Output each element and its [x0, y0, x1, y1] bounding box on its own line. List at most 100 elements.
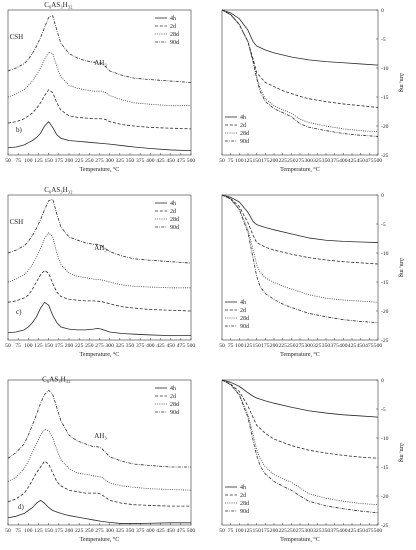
series-line-90d [221, 379, 379, 514]
x-tick-label: 75 [15, 158, 21, 164]
series-line-28d [221, 379, 379, 506]
x-tick-label: 350 [322, 158, 331, 164]
x-tick-label: 450 [166, 343, 175, 349]
series-line-2d [221, 9, 379, 108]
x-tick-label: 250 [85, 158, 94, 164]
series-line-28d [221, 9, 379, 133]
x-tick-label: 225 [75, 528, 84, 534]
legend-entry: 90d [240, 324, 249, 330]
x-tick-label: 500 [374, 343, 383, 349]
legend-entry: 2d [240, 123, 246, 129]
x-tick-label: 275 [95, 343, 104, 349]
x-tick-label: 375 [330, 158, 339, 164]
x-tick-label: 50 [5, 528, 11, 534]
x-tick-label: 250 [287, 528, 296, 534]
x-tick-label: 250 [85, 528, 94, 534]
x-tick-label: 175 [55, 343, 64, 349]
chart-panel-4: 50 75 100 125 150 175 200 225 250 275 300 325 350 375… [219, 193, 404, 358]
x-tick-label: 400 [339, 158, 348, 164]
series-line-4h [7, 301, 191, 337]
x-tick-label: 350 [126, 158, 135, 164]
x-tick-label: 225 [75, 158, 84, 164]
x-tick-label: 325 [116, 528, 125, 534]
y-axis-label: Δm, mg [398, 443, 404, 462]
legend-entry: 90d [170, 225, 179, 231]
x-tick-label: 475 [177, 158, 186, 164]
x-tick-label: 325 [313, 158, 322, 164]
x-tick-label: 175 [55, 528, 64, 534]
series-line-2d [221, 379, 379, 459]
x-tick-label: 475 [177, 343, 186, 349]
y-tick-label: -20 [381, 494, 389, 500]
panel-label: b) [16, 126, 23, 134]
legend-entry: 4h [170, 16, 176, 22]
legend-entry: 2d [240, 493, 246, 499]
x-tick-label: 475 [365, 158, 374, 164]
x-tick-label: 100 [235, 158, 244, 164]
series-line-4h [221, 194, 379, 243]
x-tick-label: 500 [187, 343, 196, 349]
x-tick-label: 75 [15, 528, 21, 534]
series-line-4h [221, 9, 379, 66]
plot-frame [7, 379, 192, 526]
y-tick-label: -5 [381, 407, 386, 413]
legend-entry: 4h [240, 115, 246, 121]
x-tick-label: 425 [156, 528, 165, 534]
y-tick-label: -15 [381, 465, 389, 471]
y-tick-label: -5 [381, 222, 386, 228]
x-tick-label: 425 [348, 158, 357, 164]
series-line-90d [7, 15, 192, 83]
legend-entry: 2d [240, 308, 246, 314]
x-tick-label: 100 [24, 528, 33, 534]
legend-entry: 90d [170, 410, 179, 416]
series-line-4h [7, 499, 191, 524]
legend-entry: 90d [170, 40, 179, 46]
x-tick-label: 475 [365, 528, 374, 534]
x-tick-label: 350 [126, 343, 135, 349]
series-line-2d [7, 269, 192, 312]
x-tick-label: 100 [235, 343, 244, 349]
x-tick-label: 500 [374, 158, 383, 164]
x-tick-label: 500 [374, 528, 383, 534]
x-tick-label: 225 [278, 158, 287, 164]
x-tick-label: 175 [261, 158, 270, 164]
x-tick-label: 400 [146, 528, 155, 534]
x-tick-label: 125 [244, 343, 253, 349]
legend-entry: 2d [170, 24, 176, 30]
x-tick-label: 175 [55, 158, 64, 164]
x-tick-label: 250 [287, 343, 296, 349]
x-tick-label: 150 [252, 528, 261, 534]
x-tick-label: 125 [34, 343, 43, 349]
x-tick-label: 100 [235, 528, 244, 534]
legend-entry: 28d [170, 402, 179, 408]
x-tick-label: 75 [228, 158, 234, 164]
chart-panel-2: 50 75 100 125 150 175 200 225 250 275 300 325 350 375… [219, 8, 404, 173]
x-tick-label: 150 [44, 158, 53, 164]
series-line-28d [7, 232, 191, 289]
x-tick-label: 75 [228, 343, 234, 349]
x-tick-label: 200 [65, 158, 74, 164]
x-tick-label: 125 [34, 158, 43, 164]
x-tick-label: 225 [75, 343, 84, 349]
x-axis-label: Temperature, °C [280, 536, 320, 543]
x-tick-label: 275 [95, 528, 104, 534]
x-tick-label: 425 [156, 343, 165, 349]
x-tick-label: 50 [219, 158, 225, 164]
y-tick-label: -25 [381, 338, 389, 344]
x-tick-label: 50 [219, 343, 225, 349]
series-line-28d [7, 428, 192, 491]
chart-panel-5: 50 75 100 125 150 175 200 225 250 275 300 325 350 375… [5, 375, 195, 543]
x-axis-label: Temperature, °C [280, 166, 320, 173]
x-tick-label: 375 [330, 528, 339, 534]
legend-entry: 2d [170, 394, 176, 400]
x-tick-label: 150 [44, 343, 53, 349]
x-tick-label: 100 [24, 343, 33, 349]
legend-entry: 4h [170, 201, 176, 207]
x-tick-label: 50 [219, 528, 225, 534]
legend-entry: 28d [240, 501, 249, 507]
x-tick-label: 125 [244, 158, 253, 164]
legend-entry: 4h [240, 300, 246, 306]
x-tick-label: 250 [85, 343, 94, 349]
series-line-90d [7, 389, 191, 468]
x-tick-label: 375 [330, 343, 339, 349]
